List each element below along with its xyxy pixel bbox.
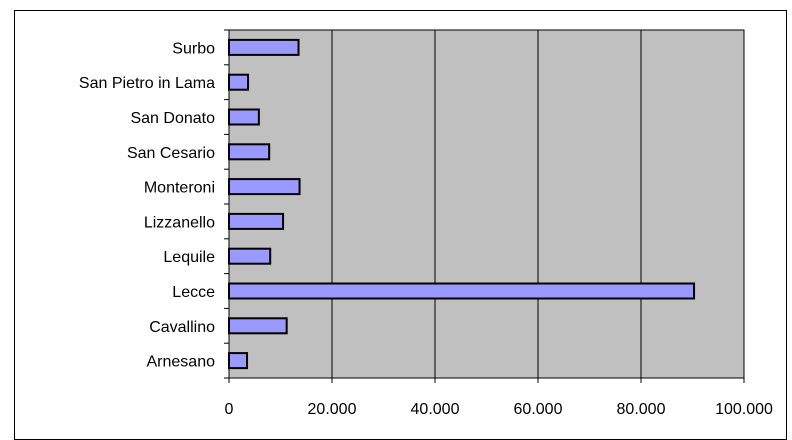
bar <box>228 38 300 56</box>
bar <box>228 108 260 126</box>
x-tick-label: 40.000 <box>411 401 460 418</box>
category-label: Lizzanello <box>144 214 215 231</box>
bar <box>228 212 285 230</box>
bar <box>228 317 288 335</box>
category-label: Lequile <box>163 249 215 266</box>
x-tick-label: 100.000 <box>715 401 773 418</box>
category-label: Arnesano <box>147 354 216 371</box>
x-tick-label: 0 <box>225 401 234 418</box>
bars <box>228 38 696 370</box>
category-label: Monteroni <box>144 180 215 197</box>
y-axis: Surbo San Pietro in Lama San Donato San Ces… <box>79 29 229 379</box>
category-label: Lecce <box>172 284 215 301</box>
x-tick-label: 20.000 <box>308 401 357 418</box>
bar <box>228 143 271 161</box>
bar <box>228 282 696 300</box>
category-label: San Pietro in Lama <box>79 75 215 92</box>
x-tick-label: 80.000 <box>617 401 666 418</box>
plot-area <box>228 29 745 379</box>
bar <box>228 178 301 196</box>
gridlines <box>331 30 642 378</box>
category-label: Cavallino <box>149 319 215 336</box>
category-label: Surbo <box>172 40 215 57</box>
x-tick-label: 60.000 <box>514 401 563 418</box>
bar <box>228 352 249 370</box>
bar <box>228 247 272 265</box>
x-axis: 0 20.000 40.000 60.000 80.000 100.000 <box>225 378 773 418</box>
bar <box>228 73 250 91</box>
category-label: San Donato <box>130 110 215 127</box>
category-label: San Cesario <box>127 145 215 162</box>
